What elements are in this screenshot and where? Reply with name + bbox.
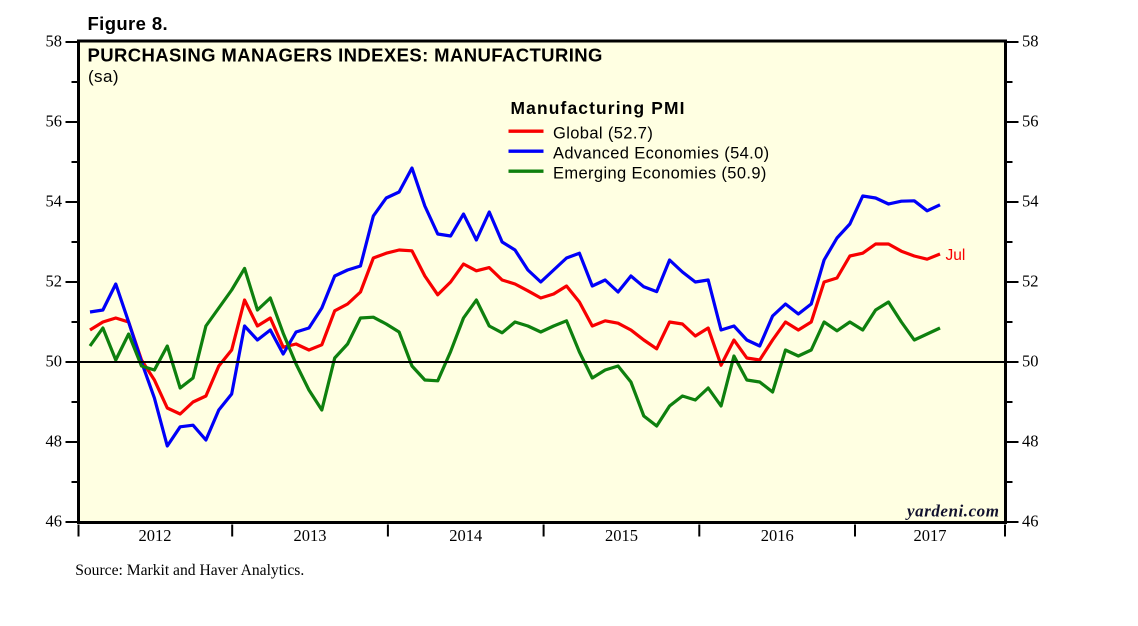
svg-text:52: 52 [46,272,63,291]
svg-text:46: 46 [1022,512,1039,531]
svg-text:2013: 2013 [294,526,327,545]
svg-text:(sa): (sa) [88,67,119,86]
svg-text:PURCHASING MANAGERS INDEXES: M: PURCHASING MANAGERS INDEXES: MANUFACTURI… [88,45,603,66]
svg-text:2015: 2015 [605,526,638,545]
svg-text:2014: 2014 [449,526,482,545]
svg-text:Manufacturing PMI: Manufacturing PMI [511,98,686,118]
svg-text:52: 52 [1022,272,1039,291]
svg-text:56: 56 [46,112,63,131]
svg-text:46: 46 [46,512,63,531]
svg-text:54: 54 [46,192,63,211]
svg-text:2012: 2012 [139,526,172,545]
svg-text:2016: 2016 [761,526,794,545]
svg-text:Emerging Economies (50.9): Emerging Economies (50.9) [553,164,767,182]
svg-text:yardeni.com: yardeni.com [905,502,999,521]
svg-text:2017: 2017 [914,526,947,545]
svg-text:48: 48 [46,432,63,451]
svg-text:Global (52.7): Global (52.7) [553,124,653,142]
svg-text:54: 54 [1022,192,1039,211]
svg-text:Advanced Economies (54.0): Advanced Economies (54.0) [553,144,770,162]
svg-text:50: 50 [46,352,63,371]
svg-text:Source: Markit and Haver Analy: Source: Markit and Haver Analytics. [75,562,304,579]
svg-text:50: 50 [1022,352,1039,371]
svg-text:58: 58 [1022,32,1039,51]
svg-text:Jul: Jul [946,247,966,264]
svg-text:Figure 8.: Figure 8. [88,13,169,34]
svg-text:56: 56 [1022,112,1039,131]
svg-text:58: 58 [46,32,63,51]
svg-text:48: 48 [1022,432,1039,451]
